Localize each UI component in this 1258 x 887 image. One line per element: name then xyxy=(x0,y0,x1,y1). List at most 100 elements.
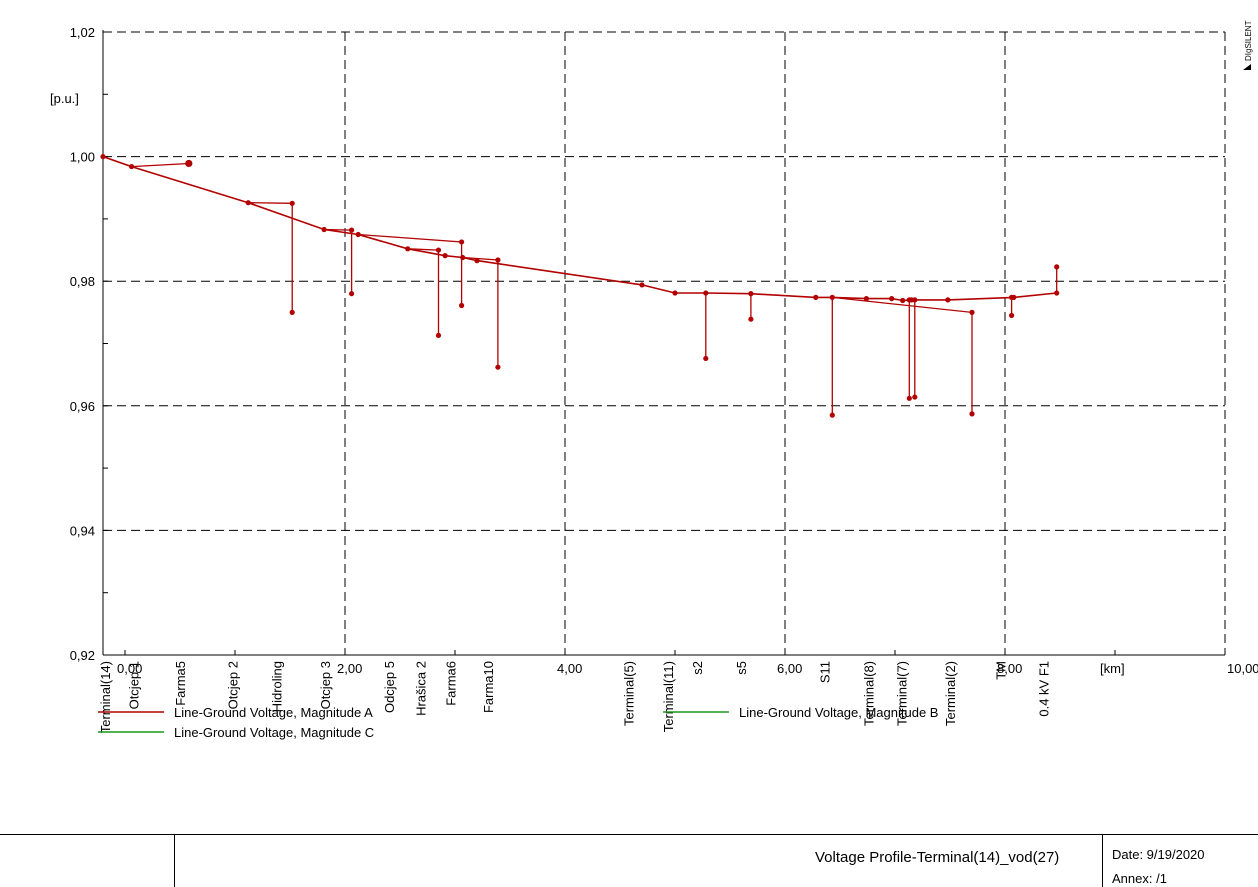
y-axis-label: [p.u.] xyxy=(50,91,79,106)
node-label: s5 xyxy=(734,661,749,675)
series-a-point xyxy=(863,296,870,302)
series-a-point xyxy=(703,355,709,362)
x-tick-label: 10,00 xyxy=(1227,661,1258,676)
series-a-point xyxy=(321,226,327,233)
series-a-branch-line xyxy=(407,248,440,336)
series-a-point xyxy=(495,364,501,370)
node-label: Terminal(5) xyxy=(622,661,637,726)
series-a-point xyxy=(129,163,135,170)
series-a-point xyxy=(889,296,895,302)
series-a-point xyxy=(906,395,912,401)
series-a-point xyxy=(289,309,295,315)
series-a-point xyxy=(349,227,355,233)
series-a-point xyxy=(349,291,355,297)
x-tick-label: 4,00 xyxy=(557,661,582,676)
y-tick-label: 0,98 xyxy=(70,274,95,289)
series-a-point xyxy=(748,291,754,297)
series-a-point xyxy=(100,154,106,160)
series-a-branch-line xyxy=(248,202,293,313)
y-tick-label: 0,94 xyxy=(70,523,95,538)
series-a-point xyxy=(1054,264,1060,270)
series-a-point xyxy=(435,247,442,253)
series-a-point-large xyxy=(185,159,193,168)
axes xyxy=(102,30,1226,656)
legend: Line-Ground Voltage, Magnitude A Line-Gro… xyxy=(98,705,938,740)
node-labels: Terminal(14) Otcjep 1 Farma5 Otcjep 2 Hidrol… xyxy=(98,661,1051,733)
series-points xyxy=(100,154,1060,418)
node-label: 0.4 kV F1 xyxy=(1036,661,1051,717)
series-a-point xyxy=(945,297,951,303)
series-a-point xyxy=(474,258,480,264)
series-a-point xyxy=(829,412,835,418)
series-a-point xyxy=(1054,290,1060,296)
node-label: Farma6 xyxy=(443,661,458,706)
y-tick-label: 1,00 xyxy=(70,150,95,165)
node-label: s2 xyxy=(690,661,705,675)
series-a-point xyxy=(460,254,466,261)
grid xyxy=(103,31,1226,655)
series-a-point xyxy=(748,316,754,322)
series-a-point xyxy=(1009,312,1015,319)
series-a-point xyxy=(900,297,906,304)
node-label: Otcjep 2 xyxy=(226,661,241,709)
x-axis-label: [km] xyxy=(1100,661,1125,676)
node-label: Farma10 xyxy=(481,661,496,713)
digsilent-logo: DIgSILENT xyxy=(1243,20,1253,70)
node-label: Odcjep 5 xyxy=(382,661,397,713)
series-a-point xyxy=(829,294,835,300)
footer-annex: Annex: /1 xyxy=(1112,871,1167,886)
series-a-point xyxy=(495,257,501,263)
series-a-point xyxy=(703,290,709,296)
series-a-point xyxy=(906,297,912,303)
x-tick-label: 2,00 xyxy=(337,661,362,676)
node-label: Otcjep 1 xyxy=(127,661,142,709)
voltage-profile-chart: 1,02 1,00 0,98 0,96 0,94 0,92 0,00 2,00 4,00 6,0… xyxy=(50,25,1258,740)
x-tick-label: 6,00 xyxy=(777,661,802,676)
node-label: Terminal(11) xyxy=(661,661,676,732)
series-a-point xyxy=(969,411,975,417)
series-a-branch-line xyxy=(131,162,189,168)
legend-label: Line-Ground Voltage, Magnitude C xyxy=(174,725,374,740)
footer: Voltage Profile-Terminal(14)_vod(27) Dat… xyxy=(0,834,1258,887)
y-tick-labels: 1,02 1,00 0,98 0,96 0,94 0,92 xyxy=(70,25,95,663)
footer-title: Voltage Profile-Terminal(14)_vod(27) xyxy=(815,849,1060,866)
y-tick-label: 1,02 xyxy=(70,25,95,40)
brand-text: DIgSILENT xyxy=(1244,20,1253,61)
node-label: Terminal(8) xyxy=(861,661,876,726)
node-label: Otcjep 3 xyxy=(318,661,333,709)
series-lines xyxy=(102,155,1058,416)
series-a-point xyxy=(459,302,465,309)
y-tick-label: 0,96 xyxy=(70,399,95,414)
series-a-point xyxy=(639,282,645,288)
series-a-point xyxy=(435,332,442,339)
x-tick-label: 0,00 xyxy=(117,661,142,676)
node-label: Terminal(14) xyxy=(98,661,113,733)
series-a-point xyxy=(1009,294,1015,300)
series-a-point xyxy=(355,231,361,238)
series-a-point xyxy=(813,294,819,300)
legend-label: Line-Ground Voltage, Magnitude A xyxy=(174,705,373,720)
x-tick-label: 8,00 xyxy=(997,661,1022,676)
series-a-branch-line xyxy=(324,228,353,294)
series-a-branch-line xyxy=(462,256,499,368)
series-a-point xyxy=(912,394,918,400)
series-a-point xyxy=(459,239,465,245)
series-a-point xyxy=(245,200,251,206)
series-a-branch-line xyxy=(832,296,973,414)
y-tick-label: 0,92 xyxy=(70,648,95,663)
node-label: Hrašica 2 xyxy=(414,661,429,716)
series-a-point xyxy=(442,253,448,259)
series-a-point xyxy=(912,297,918,303)
series-a-branch-line xyxy=(358,233,463,306)
node-label: Hidroling xyxy=(270,661,285,712)
footer-divider-right xyxy=(1102,835,1103,887)
footer-divider-left xyxy=(174,835,175,887)
node-label: Farma5 xyxy=(173,661,188,706)
series-a-main-line xyxy=(102,155,1057,302)
footer-date: Date: 9/19/2020 xyxy=(1112,847,1205,862)
node-label: TM xyxy=(993,661,1008,680)
series-a-point xyxy=(405,246,411,252)
series-a-point xyxy=(969,309,975,315)
node-label: Terminal(7) xyxy=(894,661,909,726)
x-tick-labels: 0,00 2,00 4,00 6,00 8,00 10,00 xyxy=(117,661,1258,676)
